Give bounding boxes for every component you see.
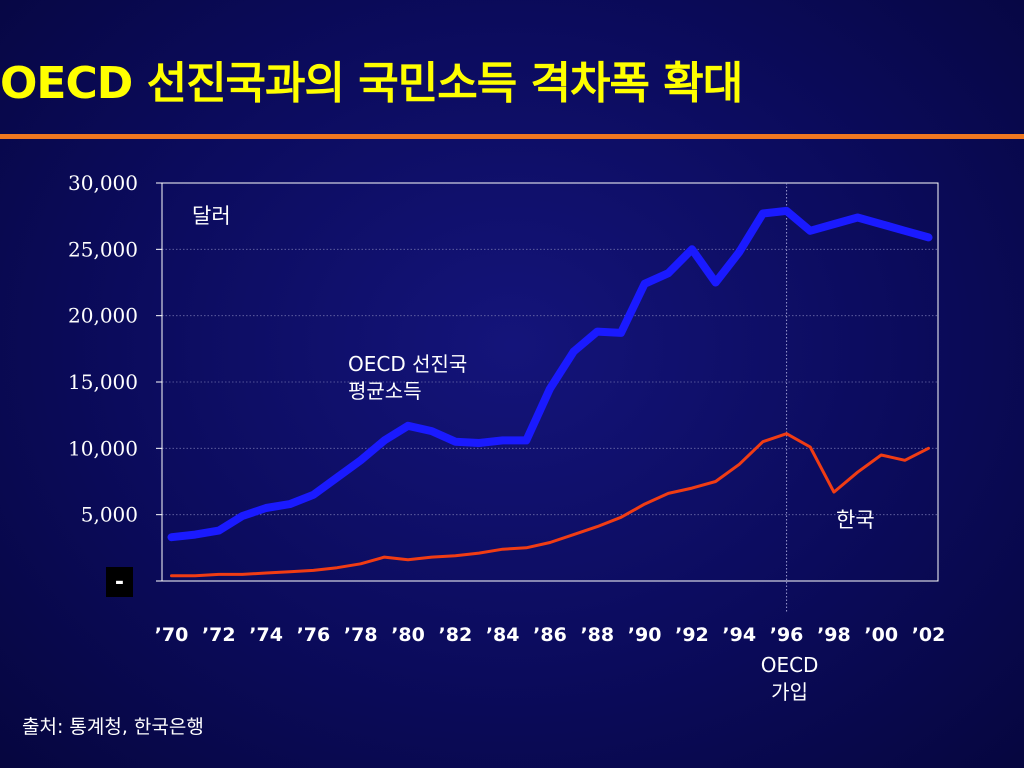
x-tick-label: ’94 [722,624,756,646]
x-tick-label: ’88 [580,624,614,646]
x-tick-label: ’00 [864,624,898,646]
y-tick-label: 30,000 [68,171,138,195]
x-tick-label: ’82 [439,624,473,646]
x-tick-label: ’72 [202,624,236,646]
zero-label-box [106,567,133,597]
y-tick-label: 10,000 [68,436,138,460]
x-tick-label: ’76 [297,624,331,646]
slide-title: OECD 선진국과의 국민소득 격차폭 확대 [0,58,743,109]
oecd-series-label: OECD 선진국 [348,352,467,376]
korea-line [170,432,930,578]
y-tick-label: 15,000 [68,370,138,394]
y-tick-label: 5,000 [81,503,138,527]
y-tick-label: - [115,570,124,595]
x-tick-label: ’96 [770,624,804,646]
x-tick-label: ’74 [249,624,283,646]
oecd-join-label: 가입 [771,680,808,704]
x-tick-label: ’78 [344,624,378,646]
x-tick-label: ’02 [912,624,946,646]
y-tick-label: 25,000 [68,237,138,261]
oecd-average-line [167,206,933,542]
y-tick-label: 20,000 [68,304,138,328]
x-tick-label: ’92 [675,624,709,646]
oecd-join-label: OECD [761,653,819,677]
unit-label: 달러 [192,204,231,228]
korea-series-label: 한국 [836,508,875,532]
oecd-series-label: 평균소득 [348,379,422,403]
source-note: 출처: 통계청, 한국은행 [22,716,204,738]
x-tick-label: ’90 [628,624,662,646]
x-tick-label: ’84 [486,624,520,646]
x-tick-label: ’80 [391,624,425,646]
x-tick-label: ’98 [817,624,851,646]
x-tick-label: ’70 [155,624,189,646]
x-tick-label: ’86 [533,624,567,646]
title-divider [0,134,1024,139]
